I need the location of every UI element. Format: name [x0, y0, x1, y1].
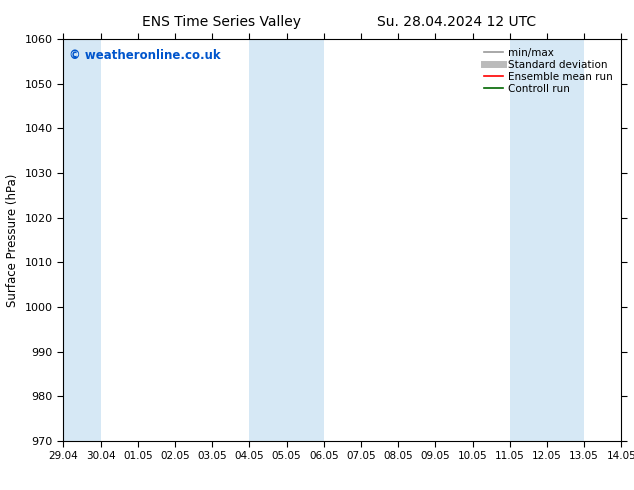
- Y-axis label: Surface Pressure (hPa): Surface Pressure (hPa): [6, 173, 19, 307]
- Text: © weatheronline.co.uk: © weatheronline.co.uk: [69, 49, 221, 62]
- Legend: min/max, Standard deviation, Ensemble mean run, Controll run: min/max, Standard deviation, Ensemble me…: [481, 45, 616, 97]
- Text: Su. 28.04.2024 12 UTC: Su. 28.04.2024 12 UTC: [377, 15, 536, 29]
- Bar: [249, 39, 324, 441]
- Bar: [510, 39, 584, 441]
- Text: ENS Time Series Valley: ENS Time Series Valley: [143, 15, 301, 29]
- Bar: [63, 39, 101, 441]
